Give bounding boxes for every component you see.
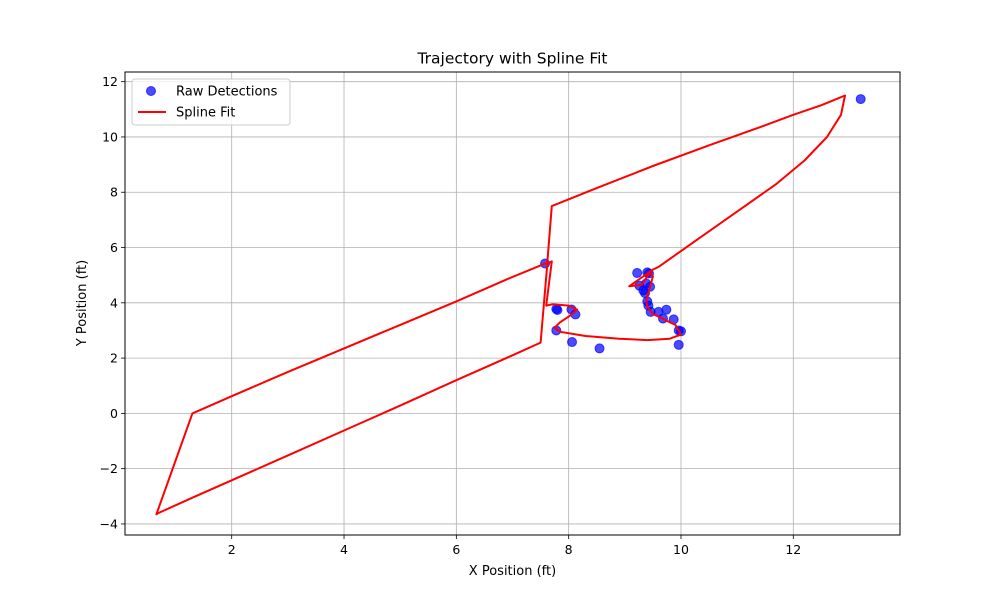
ticks: 2 4 6 8 10 12 −4 −2 0 2 4 6 8 10 12 — [100, 74, 802, 557]
legend-box — [131, 78, 291, 126]
legend-label-spline-fit: Spline Fit — [176, 106, 235, 121]
raw-detection-point — [632, 267, 643, 278]
grid — [125, 72, 900, 535]
spline-fit-line — [155, 94, 846, 516]
raw-detection-point — [594, 343, 605, 354]
y-tick-label: 0 — [110, 406, 118, 421]
y-tick-label: −2 — [100, 461, 118, 476]
legend-label-raw-detections: Raw Detections — [176, 85, 278, 100]
series-layer — [155, 94, 866, 516]
x-tick-label: 10 — [673, 542, 689, 557]
raw-detection-point — [855, 94, 866, 105]
raw-detection-point — [673, 339, 684, 350]
raw-detection-point — [567, 337, 578, 348]
x-tick-label: 4 — [340, 542, 348, 557]
y-tick-label: 12 — [102, 74, 118, 89]
legend: Raw Detections Spline Fit — [131, 78, 291, 126]
x-tick-label: 12 — [785, 542, 801, 557]
y-tick-label: 8 — [110, 185, 118, 200]
x-tick-label: 2 — [228, 542, 236, 557]
plot-area-frame — [124, 71, 901, 536]
raw-detection-point — [661, 304, 672, 315]
x-axis-label: X Position (ft) — [469, 564, 556, 579]
x-tick-label: 8 — [565, 542, 573, 557]
y-axis-label: Y Position (ft) — [75, 260, 90, 347]
y-tick-label: 2 — [110, 351, 118, 366]
y-tick-label: −4 — [100, 516, 118, 531]
y-tick-label: 6 — [110, 240, 118, 255]
chart-title: Trajectory with Spline Fit — [416, 50, 607, 68]
raw-detection-point — [552, 304, 563, 315]
y-tick-label: 4 — [110, 295, 118, 310]
y-tick-label: 10 — [102, 129, 118, 144]
x-tick-label: 6 — [452, 542, 460, 557]
legend-marker-raw-detections — [146, 86, 156, 96]
